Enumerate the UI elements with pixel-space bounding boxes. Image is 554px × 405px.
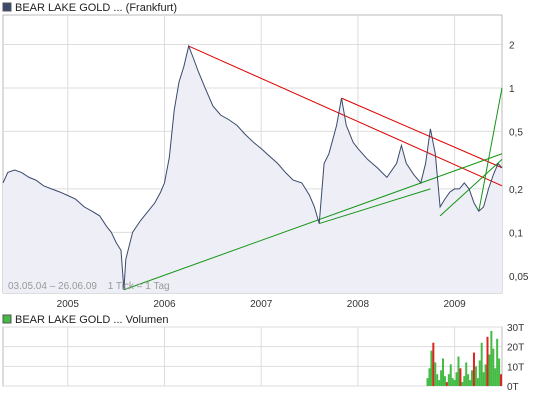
volume-legend: BEAR LAKE GOLD ... Volumen (2, 314, 168, 326)
price-legend: BEAR LAKE GOLD ... (Frankfurt) (2, 2, 177, 14)
volume-bar (449, 364, 452, 386)
volume-plot-frame (2, 326, 503, 387)
price-panel: 2 1 0,5 0,2 0,1 0,05 2005 2006 2007 2008 2009 03.… (2, 14, 529, 310)
red-trendline (188, 45, 503, 187)
volume-bar (455, 372, 458, 386)
date-range-text: 03.05.04 – 26.06.09 (8, 281, 97, 292)
volume-bar (453, 380, 456, 386)
price-x-tick-label: 2008 (347, 299, 370, 310)
price-y-axis: 2 1 0,5 0,2 0,1 0,05 (509, 40, 529, 282)
volume-bar (469, 380, 472, 386)
volume-bar (467, 374, 470, 386)
volume-bar (428, 368, 431, 386)
volume-y-tick-label: 10T (507, 362, 524, 373)
volume-bar (484, 364, 487, 386)
price-x-tick-label: 2006 (153, 299, 176, 310)
price-x-axis: 2005 2006 2007 2008 2009 (57, 299, 467, 310)
volume-bar (492, 348, 495, 386)
volume-bar (496, 338, 499, 386)
volume-y-tick-label: 30T (507, 323, 524, 334)
price-y-tick-label: 0,2 (509, 185, 523, 196)
price-y-tick-label: 0,5 (509, 127, 523, 138)
volume-bar (440, 370, 443, 386)
volume-bar (488, 354, 491, 386)
volume-bar (447, 374, 450, 386)
price-series-line (2, 44, 503, 290)
volume-bar (442, 358, 445, 386)
price-y-tick-label: 0,1 (509, 228, 523, 239)
volume-grid (3, 326, 502, 387)
green-trendline (319, 188, 431, 225)
volume-bar (472, 352, 475, 386)
volume-y-axis: 30T 20T 10T 0T (507, 323, 524, 393)
volume-bar (494, 368, 497, 386)
green-trendline (123, 153, 503, 291)
price-legend-marker (2, 2, 12, 12)
volume-bar (476, 378, 479, 386)
volume-bar (465, 362, 468, 386)
red-trendline (341, 97, 503, 169)
volume-legend-marker (2, 314, 12, 324)
green-trendline (439, 159, 503, 217)
volume-bar (500, 374, 503, 386)
price-x-tick-label: 2005 (57, 299, 80, 310)
volume-y-tick-label: 20T (507, 343, 524, 354)
volume-bar (478, 360, 481, 386)
volume-bar (445, 382, 448, 386)
price-x-tick-label: 2007 (250, 299, 273, 310)
volume-bar (443, 376, 446, 386)
price-y-tick-label: 2 (509, 40, 515, 51)
volume-bar (451, 378, 454, 386)
volume-y-tick-label: 0T (507, 382, 519, 393)
volume-bar (461, 382, 464, 386)
green-trendline (478, 87, 503, 212)
volume-bars (426, 330, 503, 386)
volume-bar (434, 362, 437, 386)
price-chart-title: BEAR LAKE GOLD ... (Frankfurt) (15, 2, 177, 14)
volume-bar (463, 376, 466, 386)
price-area-fill (3, 46, 502, 293)
volume-chart-title: BEAR LAKE GOLD ... Volumen (15, 314, 168, 326)
volume-bar (471, 370, 474, 386)
volume-bar (480, 342, 483, 386)
price-y-tick-label: 0,05 (509, 272, 529, 283)
price-y-tick-label: 1 (509, 84, 515, 95)
price-x-tick-label: 2009 (443, 299, 466, 310)
volume-bar (436, 374, 439, 386)
volume-bar (457, 356, 460, 386)
trendlines (123, 45, 503, 291)
volume-bar (490, 330, 493, 386)
volume-bar (482, 372, 485, 386)
volume-bar (459, 368, 462, 386)
tick-info-text: 1 Tick = 1 Tag (108, 281, 170, 292)
volume-panel: 30T 20T 10T 0T (2, 323, 524, 393)
volume-bar (438, 380, 441, 386)
date-range-label: 03.05.04 – 26.06.09 1 Tick = 1 Tag (8, 281, 170, 292)
volume-bar (498, 358, 501, 386)
volume-bar (430, 350, 433, 386)
volume-bar (486, 336, 489, 386)
volume-bar (432, 342, 435, 386)
volume-bar (474, 366, 477, 386)
volume-bar (426, 378, 429, 386)
